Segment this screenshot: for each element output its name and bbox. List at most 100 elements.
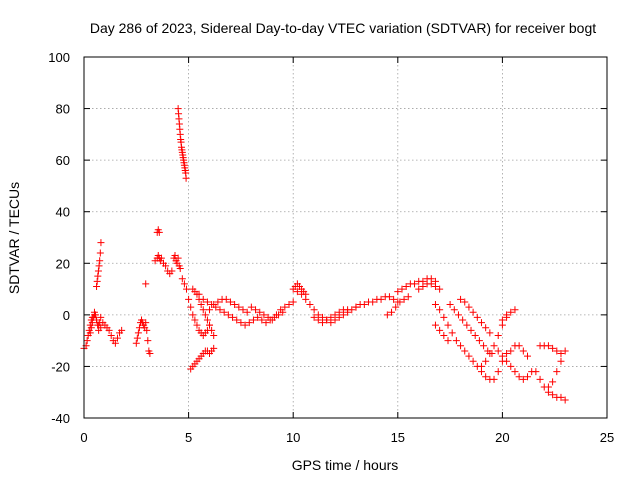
series-t22-23-a: [532, 368, 569, 404]
series-t17-19-c: [457, 295, 494, 337]
data-point: [231, 301, 239, 309]
data-point: [431, 301, 439, 309]
data-point: [444, 337, 452, 345]
data-point: [519, 347, 527, 355]
data-point: [482, 373, 490, 381]
data-point: [178, 275, 186, 283]
data-point: [454, 311, 462, 319]
series-big-spike: [174, 105, 190, 182]
data-point: [133, 334, 141, 342]
data-point: [465, 352, 473, 360]
data-point: [404, 293, 412, 301]
x-tick-label: 25: [600, 430, 614, 445]
data-point: [331, 311, 339, 319]
data-point: [536, 375, 544, 383]
data-point: [95, 326, 103, 334]
x-tick-label: 0: [80, 430, 87, 445]
data-point: [293, 288, 301, 296]
data-point: [266, 316, 274, 324]
data-point: [511, 368, 519, 376]
data-point: [507, 347, 515, 355]
chart-title: Day 286 of 2023, Sidereal Day-to-day VTE…: [90, 20, 596, 36]
y-axis-label: SDTVAR / TECUs: [6, 182, 22, 294]
data-point: [111, 339, 119, 347]
data-point: [185, 295, 193, 303]
series-t4-4: [170, 252, 184, 272]
data-point: [394, 288, 402, 296]
data-point: [369, 298, 377, 306]
data-point: [503, 311, 511, 319]
data-point: [146, 350, 154, 358]
series-t5-loop: [189, 285, 218, 339]
data-point: [224, 311, 232, 319]
data-point: [241, 321, 249, 329]
data-point: [157, 254, 165, 262]
y-tick-label: 60: [56, 153, 70, 168]
data-point: [310, 306, 318, 314]
y-tick-label: 40: [56, 205, 70, 220]
data-point: [262, 319, 270, 327]
series-t5-low: [187, 344, 218, 373]
data-point: [155, 228, 163, 236]
data-point: [93, 282, 101, 290]
series-t2-5: [132, 316, 154, 358]
data-point: [281, 303, 289, 311]
data-point: [132, 339, 140, 347]
series-early-loop: [86, 308, 105, 337]
x-tick-label: 5: [185, 430, 192, 445]
data-point: [216, 306, 224, 314]
data-point: [92, 311, 100, 319]
data-point: [113, 334, 121, 342]
data-point: [191, 316, 199, 324]
y-tick-label: 80: [56, 102, 70, 117]
data-point: [469, 308, 477, 316]
data-point: [279, 308, 287, 316]
data-point: [289, 298, 297, 306]
x-tick-label: 15: [391, 430, 405, 445]
data-point: [95, 262, 103, 270]
data-point: [197, 301, 205, 309]
data-point: [97, 239, 105, 247]
data-point: [452, 337, 460, 345]
series-t6-band: [195, 290, 262, 329]
data-point: [431, 321, 439, 329]
data-point: [557, 350, 565, 358]
data-point: [360, 301, 368, 309]
series-t3-point: [142, 280, 150, 288]
series-t22-23-c: [544, 347, 569, 391]
data-point: [168, 267, 176, 275]
data-point: [549, 344, 557, 352]
data-point: [222, 295, 230, 303]
series-t16-17-b: [415, 280, 439, 293]
data-point: [210, 344, 218, 352]
data-point: [306, 301, 314, 309]
data-point: [469, 357, 477, 365]
data-point: [310, 313, 318, 321]
data-point: [199, 295, 207, 303]
data-point: [436, 306, 444, 314]
data-point: [252, 306, 260, 314]
data-point: [352, 303, 360, 311]
data-point: [524, 352, 532, 360]
series-t8-9-low: [258, 308, 287, 327]
data-point: [515, 373, 523, 381]
data-point: [193, 321, 201, 329]
data-point: [519, 375, 527, 383]
data-point: [237, 319, 245, 327]
data-point: [477, 362, 485, 370]
x-tick-label: 10: [286, 430, 300, 445]
data-point: [226, 298, 234, 306]
data-point: [473, 313, 481, 321]
data-point: [203, 298, 211, 306]
series-t13-15: [352, 293, 402, 311]
data-point: [220, 308, 228, 316]
data-point: [235, 303, 243, 311]
data-point: [431, 282, 439, 290]
data-point: [88, 319, 96, 327]
data-point: [490, 375, 498, 383]
axis-ticks: 0 5 10 15 20 25 -40 -20 0 20 40 60 80 100: [48, 50, 614, 445]
data-point: [402, 282, 410, 290]
data-point: [480, 342, 488, 350]
data-point: [446, 301, 454, 309]
